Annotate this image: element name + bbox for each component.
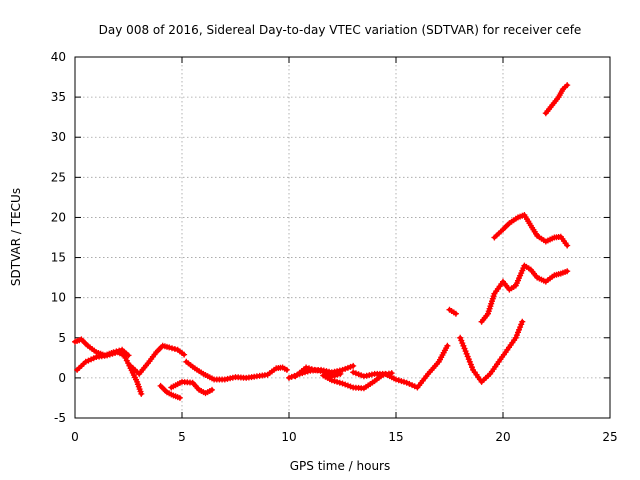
data-traces — [72, 82, 571, 401]
grid-lines — [75, 57, 610, 418]
series-arc-15 — [542, 82, 571, 117]
y-tick-label: 20 — [51, 210, 66, 224]
plot-frame — [74, 56, 611, 419]
series-arc-2 — [72, 336, 132, 359]
series-arc-8 — [292, 364, 344, 380]
series-markers — [292, 364, 344, 380]
series-arc-14 — [491, 212, 571, 249]
y-tick-label: 40 — [51, 50, 66, 64]
y-tick-label: 10 — [51, 291, 66, 305]
series-markers — [157, 382, 183, 401]
x-tick-label: 0 — [71, 430, 79, 444]
series-arc-11 — [446, 306, 459, 317]
series-markers — [491, 212, 571, 249]
series-markers — [457, 318, 526, 385]
y-tick-label: 30 — [51, 130, 66, 144]
series-markers — [446, 306, 459, 317]
series-markers — [350, 342, 451, 391]
series-arc-4 — [157, 382, 183, 401]
x-tick-label: 5 — [178, 430, 186, 444]
series-markers — [72, 336, 132, 359]
y-tick-label: -5 — [54, 411, 66, 425]
series-markers — [542, 82, 571, 117]
y-axis-label: SDTVAR / TECUs — [9, 188, 23, 286]
y-tick-label: 15 — [51, 251, 66, 265]
series-markers — [168, 378, 215, 397]
x-tick-label: 10 — [281, 430, 296, 444]
x-tick-label: 20 — [495, 430, 510, 444]
series-arc-12 — [457, 318, 526, 385]
y-tick-label: 5 — [58, 331, 66, 345]
x-tick-label: 25 — [602, 430, 617, 444]
series-markers — [127, 342, 188, 377]
series-markers — [183, 358, 290, 383]
axis-ticks: 0 5 10 15 20 25 -5 0 5 10 15 20 25 30 35 40 — [51, 50, 618, 444]
y-tick-label: 25 — [51, 170, 66, 184]
series-arc-10 — [350, 342, 451, 391]
chart-title: Day 008 of 2016, Sidereal Day-to-day VTE… — [99, 23, 582, 37]
series-markers — [478, 262, 571, 325]
x-axis-label: GPS time / hours — [290, 459, 391, 473]
series-arc-5 — [168, 378, 215, 397]
y-tick-label: 35 — [51, 90, 66, 104]
y-tick-label: 0 — [58, 371, 66, 385]
x-tick-label: 15 — [388, 430, 403, 444]
series-arc-13 — [478, 262, 571, 325]
series-arc-3 — [127, 342, 188, 377]
series-arc-6 — [183, 358, 290, 383]
